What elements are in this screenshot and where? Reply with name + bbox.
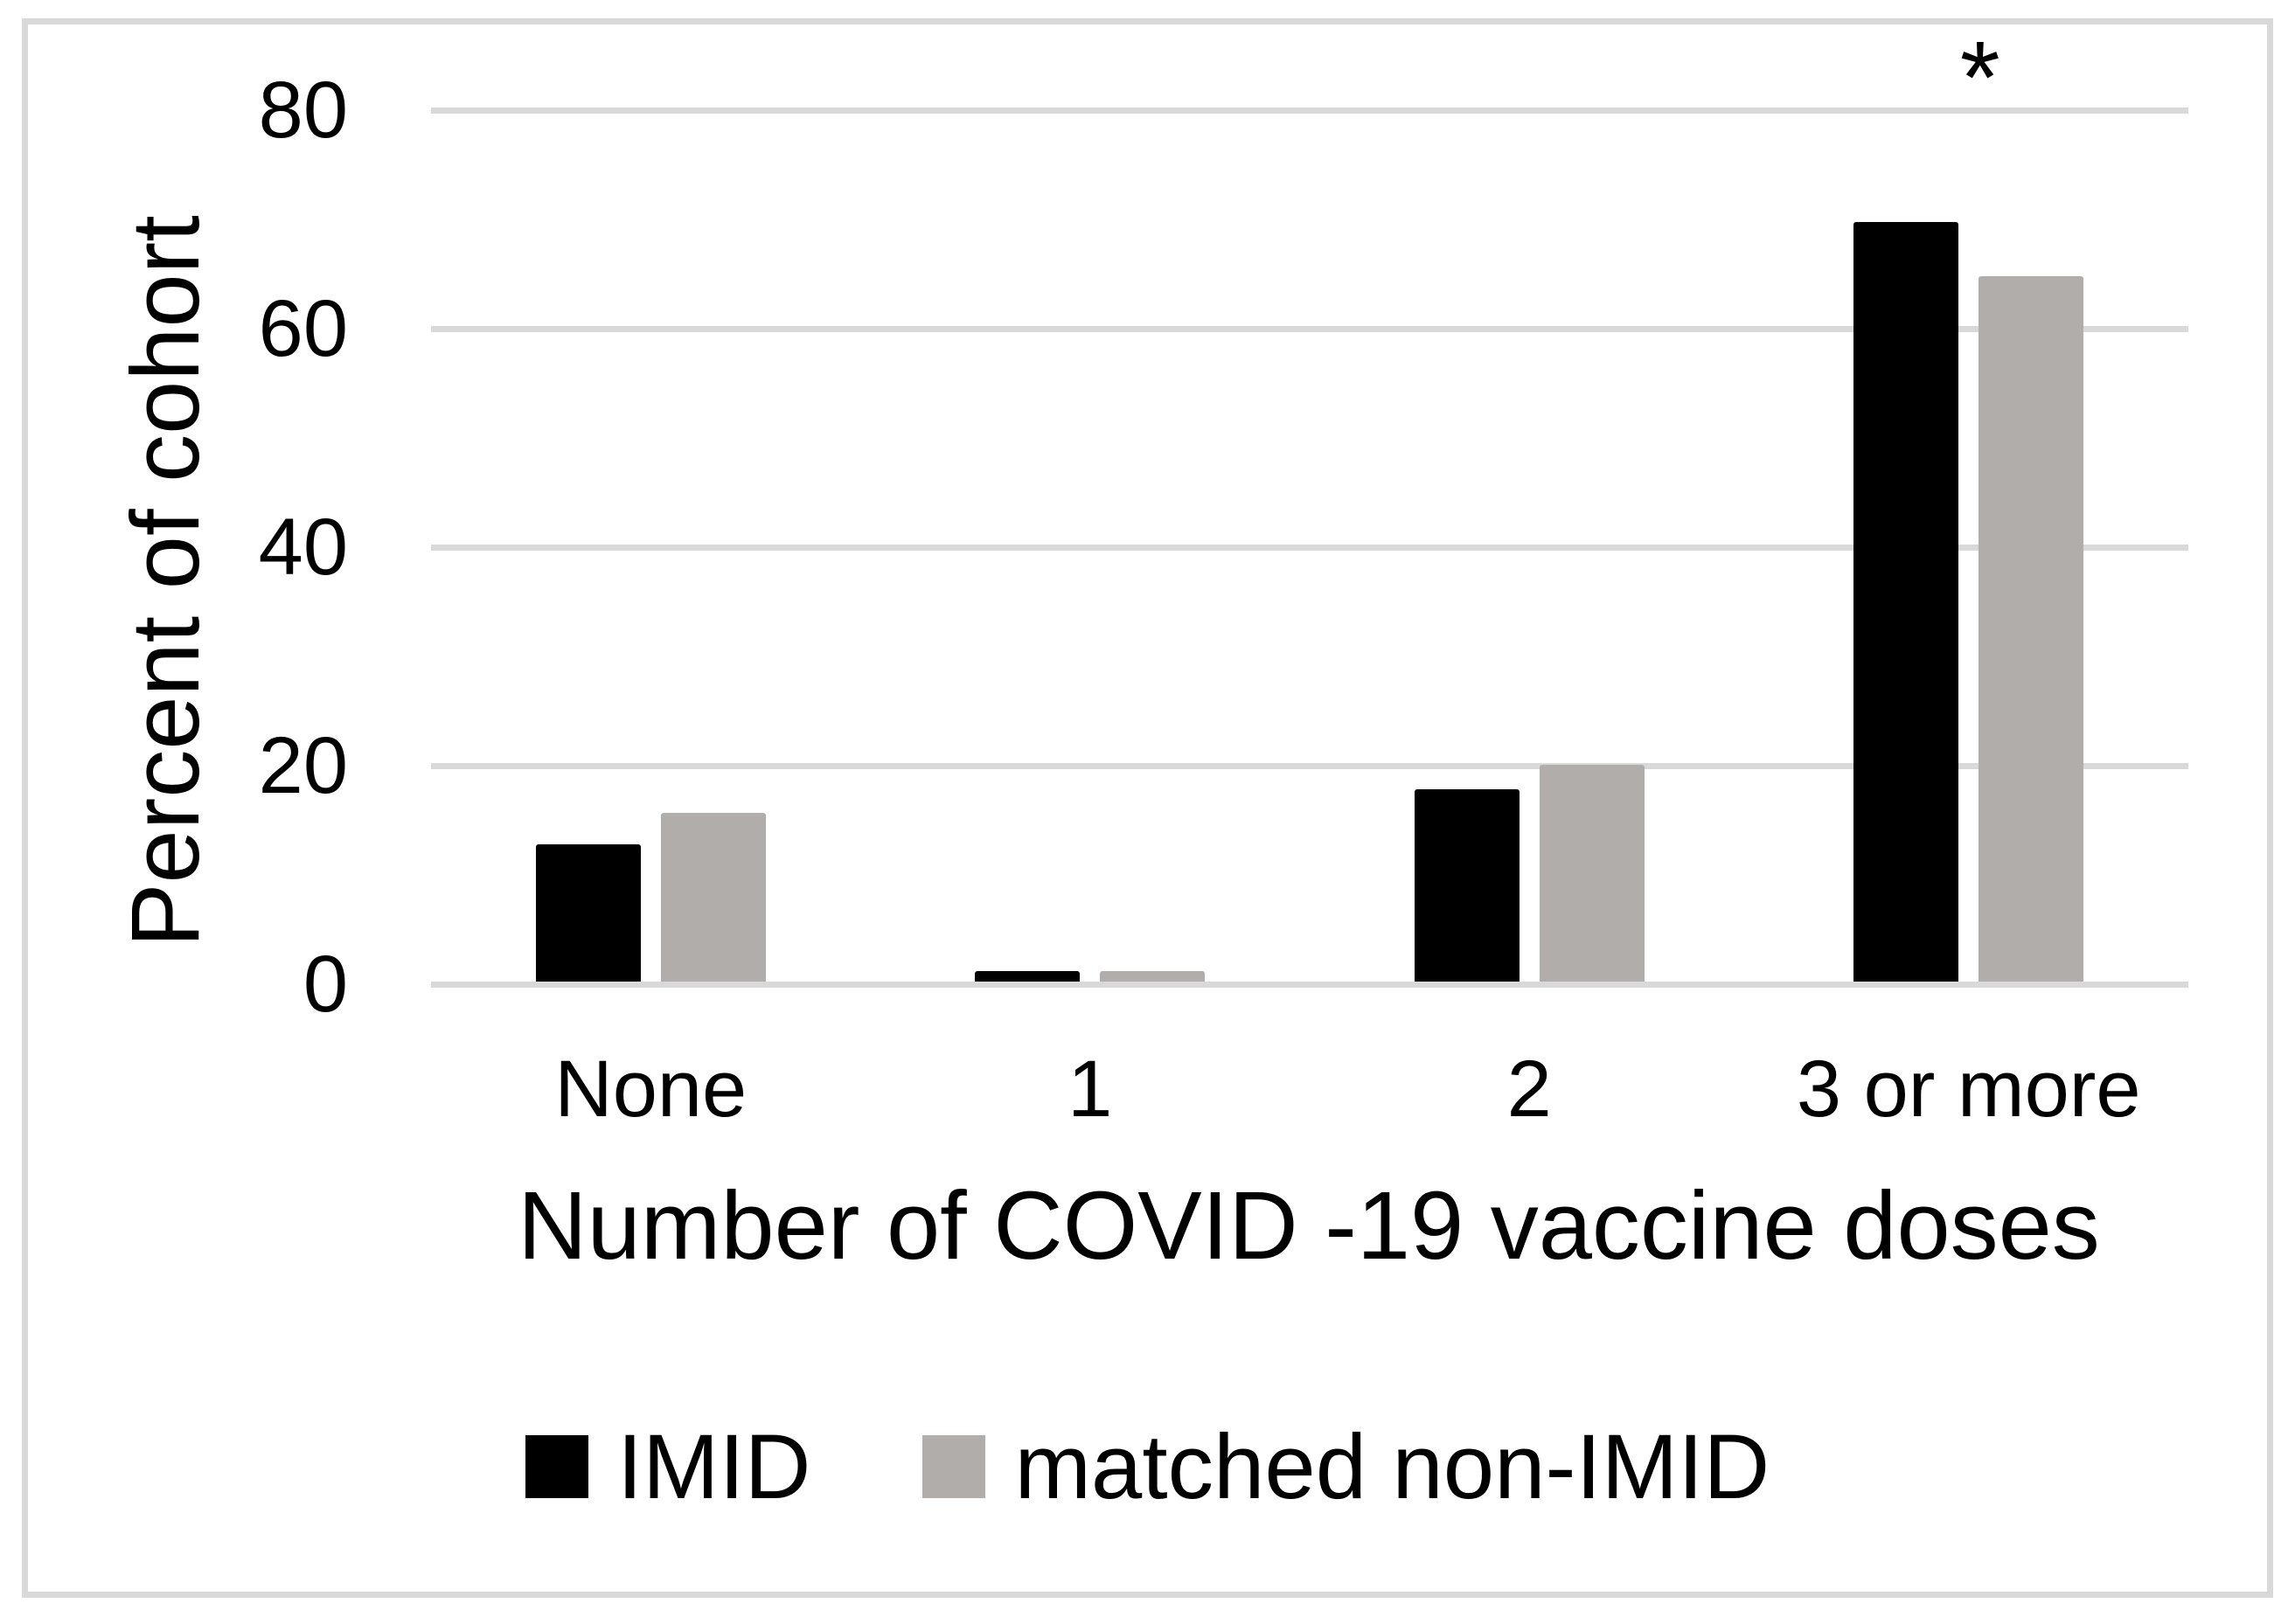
y-tick-label-60: 60 <box>258 284 348 373</box>
bar-imid-none <box>535 844 641 982</box>
legend-swatch-imid <box>525 1435 588 1498</box>
bar-matched-non-imid-3-or-more <box>1979 276 2084 982</box>
y-tick-label-80: 80 <box>258 66 348 155</box>
y-tick-label-20: 20 <box>258 721 348 810</box>
y-tick-label-40: 40 <box>258 503 348 592</box>
legend-label-matched-non-imid: matched non-IMID <box>1014 1415 1770 1518</box>
x-axis-title: Number of COVID -19 vaccine doses <box>518 1172 2100 1280</box>
legend: IMID matched non-IMID <box>0 1418 2295 1516</box>
bar-imid-1 <box>975 971 1081 982</box>
y-axis-title: Percent of cohort <box>112 215 219 947</box>
legend-item-imid: IMID <box>525 1415 811 1518</box>
gridline-0 <box>431 981 2188 988</box>
gridline-40 <box>431 544 2188 551</box>
figure-border <box>22 18 2273 1598</box>
gridline-60 <box>431 325 2188 332</box>
legend-swatch-matched-non-imid <box>922 1435 986 1498</box>
gridline-80 <box>431 107 2188 114</box>
x-tick-label-1: 1 <box>1068 1044 1113 1134</box>
x-tick-label-2: 2 <box>1506 1044 1552 1134</box>
x-tick-label-3-or-more: 3 or more <box>1796 1044 2141 1134</box>
x-tick-label-none: None <box>554 1044 748 1134</box>
significance-asterisk: * <box>1959 20 2000 135</box>
bar-imid-2 <box>1414 788 1520 982</box>
gridline-20 <box>431 762 2188 769</box>
bar-imid-3-or-more <box>1853 221 1959 982</box>
legend-item-matched-non-imid: matched non-IMID <box>922 1421 1770 1513</box>
y-tick-label-0: 0 <box>303 940 348 1029</box>
bar-matched-non-imid-2 <box>1539 765 1645 982</box>
legend-label-imid: IMID <box>616 1415 811 1518</box>
bar-matched-non-imid-none <box>660 813 766 982</box>
bar-matched-non-imid-1 <box>1100 971 1206 982</box>
